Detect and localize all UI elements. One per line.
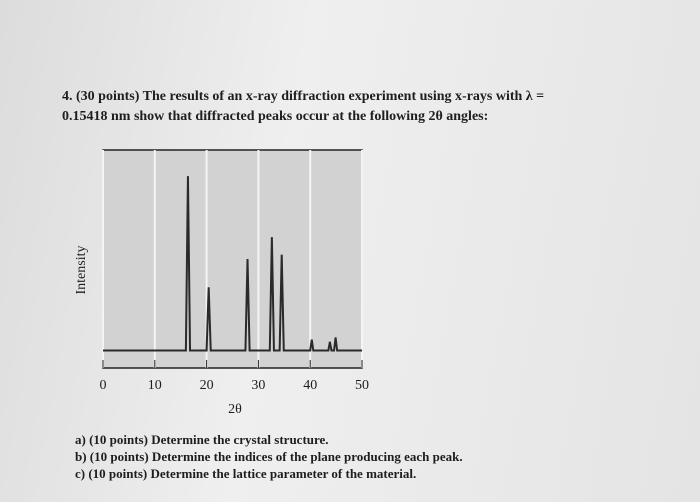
x-tick-label: 30 <box>251 378 265 393</box>
x-tick-label: 10 <box>148 378 162 393</box>
question-line: 0.15418 nm show that diffracted peaks oc… <box>62 109 488 124</box>
spectrum-line <box>103 176 362 352</box>
x-tick-label: 50 <box>355 378 369 393</box>
x-tick-label: 40 <box>303 378 317 393</box>
x-tick-label: 20 <box>200 378 214 393</box>
x-tick-label: 0 <box>100 378 107 393</box>
question-line: 4. (30 points) The results of an x-ray d… <box>62 89 544 104</box>
y-axis-label: Intensity <box>74 246 89 295</box>
part: a) (10 points) Determine the crystal str… <box>75 432 329 447</box>
part: c) (10 points) Determine the lattice par… <box>75 466 416 481</box>
part: b) (10 points) Determine the indices of … <box>75 449 463 464</box>
x-axis-label: 2θ <box>228 402 242 417</box>
plot-area <box>102 149 363 369</box>
